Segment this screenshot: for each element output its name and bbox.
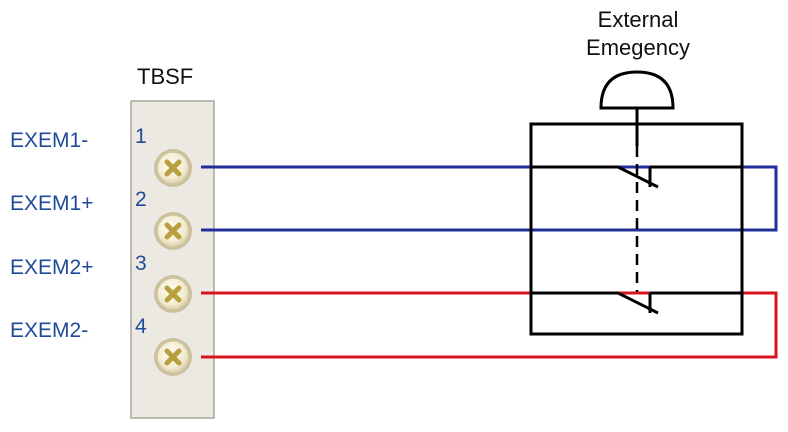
wire-pair-2: [201, 291, 778, 359]
wire-exem1-minus: [201, 165, 778, 232]
signal-label-exem2-plus: EXEM2+: [10, 256, 94, 279]
switch-contact-1: [531, 165, 742, 189]
terminal-number-4: 4: [135, 315, 147, 338]
external-emergency-title: External Emegency: [568, 6, 708, 62]
signal-label-exem2-minus: EXEM2-: [10, 319, 89, 342]
wire-pair-1: [201, 165, 778, 232]
screw-terminal-3: [154, 275, 192, 313]
signal-label-exem1-minus: EXEM1-: [10, 129, 89, 152]
signal-label-exem1-plus: EXEM1+: [10, 192, 94, 215]
external-emergency-line1: External: [597, 7, 679, 32]
screw-terminal-4: [154, 338, 192, 376]
emergency-mushroom-button: [599, 70, 675, 146]
screw-terminal-1: [154, 149, 192, 187]
switch-contact-2: [531, 291, 742, 315]
terminal-number-3: 3: [135, 252, 147, 275]
screw-cross-icon: [164, 159, 182, 177]
screw-cross-icon: [164, 285, 182, 303]
screw-terminal-2: [154, 212, 192, 250]
screw-cross-icon: [164, 222, 182, 240]
wire-exem2-plus: [201, 291, 778, 359]
external-emergency-line2: Emegency: [586, 35, 690, 60]
screw-cross-icon: [164, 348, 182, 366]
terminal-block-label: TBSF: [137, 64, 194, 89]
terminal-number-1: 1: [135, 125, 147, 148]
terminal-number-2: 2: [135, 188, 147, 211]
